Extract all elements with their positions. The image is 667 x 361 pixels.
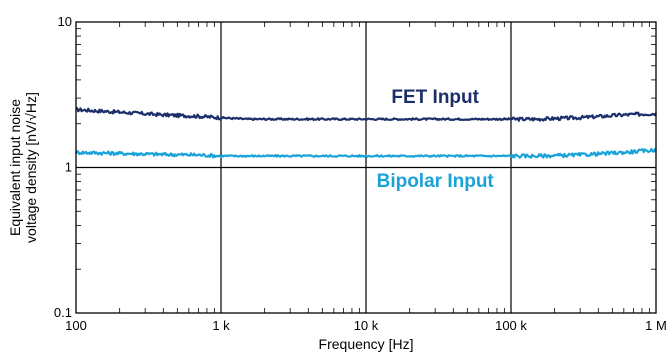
x-tick-label: 100 k	[495, 318, 527, 333]
x-tick-label: 100	[65, 318, 87, 333]
y-axis-label: Equivalent input noise	[7, 99, 23, 236]
x-tick-label: 1 k	[212, 318, 230, 333]
y-axis-label: voltage density [nV/√Hz]	[23, 92, 39, 243]
x-tick-label: 10 k	[354, 318, 379, 333]
y-tick-label: 1	[65, 160, 72, 175]
series-annotation: Bipolar Input	[377, 171, 495, 192]
x-axis-label: Frequency [Hz]	[319, 336, 414, 352]
series-line-bipolar-input	[75, 147, 657, 159]
x-tick-label: 1 M	[645, 318, 667, 333]
y-tick-label: 10	[58, 14, 72, 29]
plot-frame	[75, 21, 657, 314]
series-line-fet-input	[75, 107, 657, 122]
series-annotation: FET Input	[391, 87, 479, 108]
y-tick-label: 0.1	[54, 305, 72, 320]
